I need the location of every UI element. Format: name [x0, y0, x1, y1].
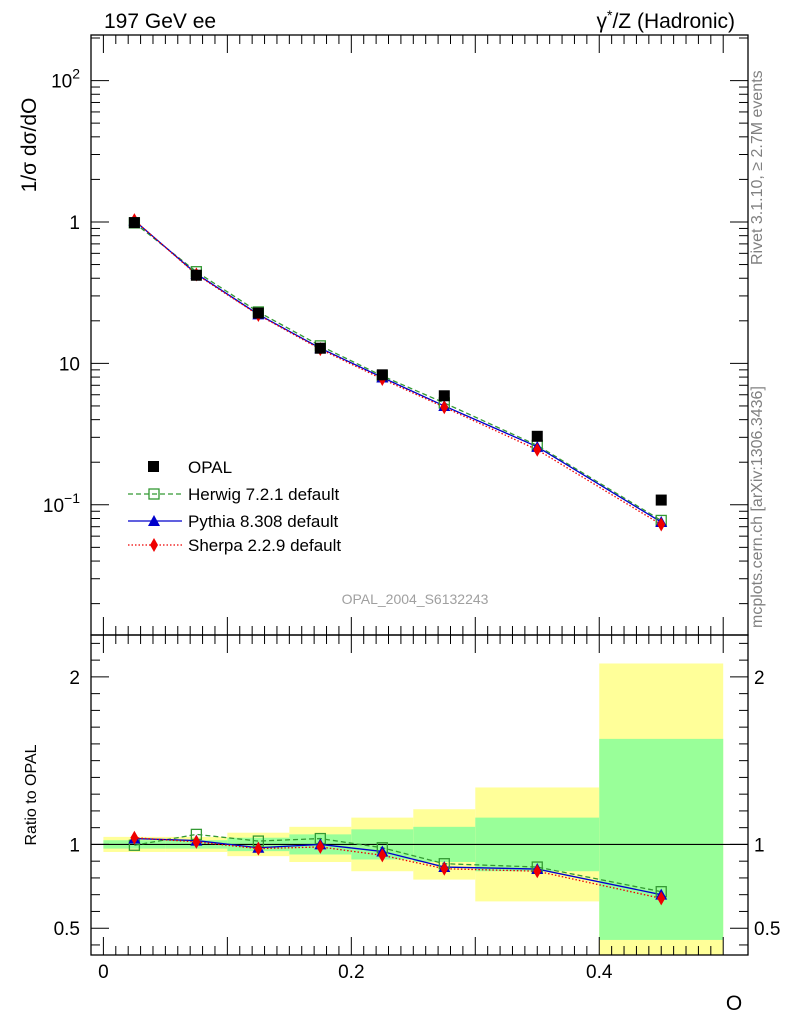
main-y-axis-label: 1/σ dσ/dO [18, 98, 41, 193]
main-y-tick-label: 1 [69, 213, 80, 234]
ratio-y-tick-label: 0.5 [54, 919, 80, 940]
main-point-opal [252, 307, 264, 319]
main-point-opal [190, 269, 202, 281]
legend-marker-herwig [148, 488, 160, 500]
x-tick-label: 0.2 [338, 962, 364, 983]
main-point-opal [531, 430, 543, 442]
ratio-series-lines [134, 833, 662, 900]
main-point-opal [376, 369, 388, 381]
legend-marker-opal [148, 461, 159, 472]
ratio-point-sherpa [657, 891, 666, 906]
main-line-pythia [133, 219, 662, 523]
ratio-y-tick-label-right: 0.5 [754, 919, 780, 940]
ratio-axis-ticks: 0 0.2 0.4 2 2 1 1 0.5 0.5 [54, 634, 780, 983]
ratio-y-tick-label-right: 2 [754, 668, 765, 689]
x-axis-label: O [726, 992, 742, 1015]
main-point-sherpa [657, 517, 666, 532]
watermark-label: OPAL_2004_S6132243 [342, 591, 489, 607]
legend-label-herwig: Herwig 7.2.1 default [188, 485, 339, 504]
ratio-line-pythia [134, 837, 662, 896]
main-point-opal [314, 342, 326, 354]
main-point-opal [655, 494, 667, 506]
plot-title-left: 197 GeV ee [104, 10, 216, 33]
ratio-series-markers [128, 828, 668, 906]
main-axis-ticks: 102 1 10 10−1 [43, 34, 749, 636]
ratio-y-tick-label-right: 1 [754, 835, 765, 856]
legend-label-opal: OPAL [188, 458, 232, 477]
ratio-y-tick-label: 1 [69, 835, 80, 856]
main-y-tick-label: 10 [59, 354, 80, 375]
ratio-point-sherpa [192, 834, 201, 849]
ratio-y-axis-label: Ratio to OPAL [23, 744, 40, 845]
plot-title-right: γ*/Z (Hadronic) [597, 7, 735, 33]
main-series-lines [133, 219, 662, 526]
legend: OPAL Herwig 7.2.1 default Pythia 8.308 d… [128, 458, 341, 555]
legend-label-pythia: Pythia 8.308 default [188, 512, 339, 531]
ratio-point-sherpa [130, 830, 139, 845]
legend-marker-sherpa [150, 538, 158, 552]
main-point-opal [438, 390, 450, 402]
x-tick-label: 0.4 [586, 962, 613, 983]
ratio-point-sherpa [533, 864, 542, 879]
rivet-version-label: Rivet 3.1.10, ≥ 2.7M events [749, 70, 766, 265]
ratio-line-sherpa [134, 837, 662, 900]
x-tick-label: 0 [98, 962, 109, 983]
ratio-point-sherpa [440, 861, 449, 876]
mcplots-label: mcplots.cern.ch [arXiv:1306.3436] [749, 386, 766, 628]
main-point-opal [128, 217, 140, 229]
main-line-sherpa [133, 219, 662, 526]
main-y-tick-label: 10−1 [43, 490, 80, 517]
main-series-markers [128, 213, 668, 532]
ratio-line-herwig [134, 833, 662, 893]
main-line-herwig [133, 222, 662, 521]
ratio-y-tick-label: 2 [69, 668, 80, 689]
legend-label-sherpa: Sherpa 2.2.9 default [188, 536, 341, 555]
main-y-tick-label: 102 [51, 66, 80, 93]
legend-marker-pythia [148, 515, 160, 526]
ratio-band-inner [599, 738, 724, 940]
main-point-sherpa [440, 400, 449, 415]
ratio-point-sherpa [378, 848, 387, 863]
ratio-point-sherpa [254, 841, 263, 856]
ratio-plot-frame [90, 634, 749, 956]
ratio-point-sherpa [316, 839, 325, 854]
ratio-uncertainty-bands [91, 663, 748, 955]
main-point-sherpa [533, 442, 542, 457]
